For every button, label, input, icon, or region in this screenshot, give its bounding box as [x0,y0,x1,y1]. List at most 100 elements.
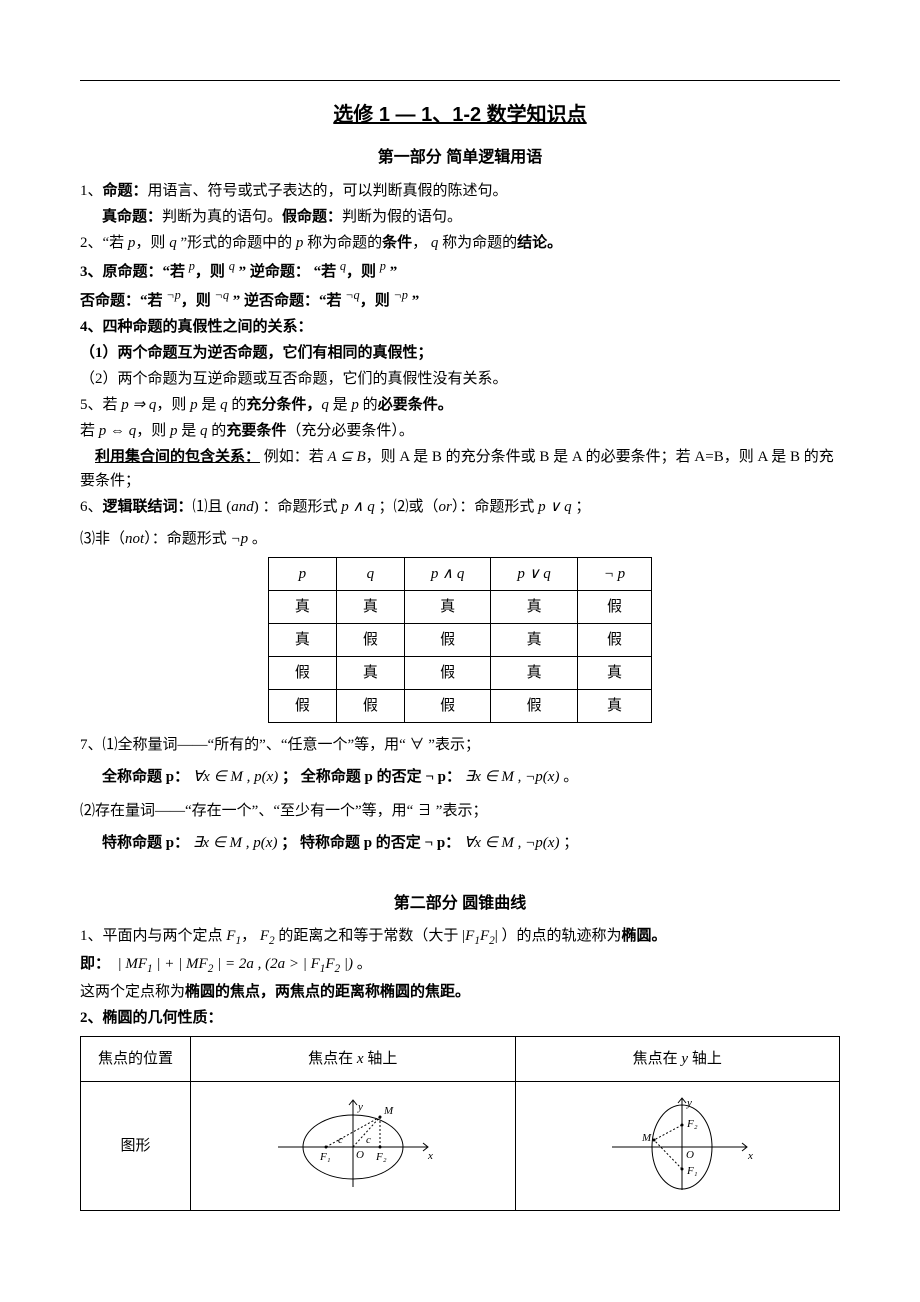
ellipse-on-x-figure: y x O F₁ F₂ M c c [191,1082,516,1211]
text: ， [241,928,260,944]
text: 的 [228,397,247,413]
term-connectives: 逻辑联结词： [103,499,193,515]
truth-table: p q p ∧ q p ∨ q ¬ p 真真真真假 真假假真假 假真假真真 假假… [268,557,652,723]
iff: p ⇔ q [99,423,137,439]
text: ⑶非（ [80,531,125,547]
cell: 真 [491,623,577,656]
cell: 真 [268,623,336,656]
term-necessary: 必要条件。 [378,397,453,413]
text: 的 [359,397,378,413]
document-title: 选修 1 — 1、1-2 数学知识点 [80,99,840,131]
section2-heading: 第二部分 圆锥曲线 [80,891,840,917]
F2: F2 [260,928,275,944]
not: ¬p [230,531,248,547]
row-label-figure: 图形 [81,1082,191,1211]
item-4: 4、四种命题的真假性之间的关系： [80,315,840,339]
svg-text:M: M [383,1105,394,1117]
lbl-existential-neg: ； 特称命题 p 的否定 ¬ p： [281,835,460,851]
text: ，则 [360,293,394,309]
item-7-3: ⑵存在量词——“存在一个”、“至少有一个”等，用“ ∃ ”表示； [80,799,840,823]
item-3-line2: 否命题：“若 ¬p，则 ¬q ” 逆否命题：“若 ¬q，则 ¬p ” [80,286,840,313]
term-false-prop: 假命题： [282,209,342,225]
item-7-1: 7、⑴全称量词——“所有的”、“任意一个”等，用“ ∀ ”表示； [80,733,840,757]
cell: 假 [491,689,577,722]
var-notq: ¬ [215,288,223,302]
var-p: p [351,397,359,413]
cell: 假 [404,656,490,689]
forall-neg: ∀x ∈ M , ¬p(x) [464,835,560,851]
text: 2、“若 [80,235,128,251]
text: ⑴且 ( [193,499,232,515]
item-4-1: （1）两个命题互为逆否命题，它们有相同的真假性； [80,341,840,365]
lbl-universal: 全称命题 p： [102,769,189,785]
var-p: p [170,423,178,439]
cell: 假 [577,623,651,656]
item-5-line3: 利用集合间的包含关系： 例如：若 A ⊆ B，则 A 是 B 的充分条件或 B … [80,445,840,493]
col-or: p ∨ q [491,557,577,590]
text: ” [408,293,419,309]
item-6-line1: 6、逻辑联结词：⑴且 (and) ：命题形式 p ∧ q ；⑵或（or）：命题形… [80,495,840,519]
text: 。 [357,956,372,972]
s2-item-2: 2、椭圆的几何性质： [80,1006,840,1030]
ellipse-x-icon: y x O F₁ F₂ M c c [268,1092,438,1200]
truth-row: 真假假真假 [268,623,651,656]
svg-text:c: c [338,1134,343,1146]
item-4-2: （2）两个命题为互逆命题或互否命题，它们的真假性没有关系。 [80,367,840,391]
text: 称为命题的 [438,235,517,251]
ellipse-on-y-figure: y x O F₂ F₁ M [515,1082,840,1211]
svg-text:F₂: F₂ [686,1118,698,1130]
item-5-line1: 5、若 p ⇒ q，则 p 是 q 的充分条件，q 是 p 的必要条件。 [80,393,840,417]
var-q: q [220,397,228,413]
text: ” [386,264,397,280]
cell: 假 [336,689,404,722]
svg-text:x: x [747,1150,753,1162]
col-and: p ∧ q [404,557,490,590]
cell: 假 [268,689,336,722]
var-q: q [169,235,177,251]
text: ，则 [156,397,190,413]
text: 即： [80,956,110,972]
svg-text:y: y [686,1097,692,1109]
cell: 真 [404,590,490,623]
cell: 真 [577,689,651,722]
truth-row: 真真真真假 [268,590,651,623]
svg-text:x: x [427,1150,433,1162]
cell: 真 [268,590,336,623]
subset: A ⊆ B [328,449,366,465]
text: ； [572,499,591,515]
text: ” 逆命题： “若 [235,264,340,280]
svg-text:c: c [366,1134,371,1146]
ellipse-row-focus: 焦点的位置 焦点在 x 轴上 焦点在 y 轴上 [81,1037,840,1082]
text: 判断为真的语句。 [162,209,282,225]
cell: 假 [336,623,404,656]
term-condition: 条件 [382,235,412,251]
forall-expr: ∀x ∈ M , p(x) [193,769,278,785]
text: （充分必要条件）。 [286,423,414,439]
text: 这两个定点称为 [80,984,185,1000]
svg-text:F₂: F₂ [375,1151,387,1163]
text: 否命题：“若 [80,293,166,309]
exists-expr: ∃x ∈ M , p(x) [193,835,278,851]
text: ，则 [195,264,229,280]
text: 。 [563,769,578,785]
term-set-include: 利用集合间的包含关系： [95,449,260,465]
text: ” 逆否命题：“若 [229,293,345,309]
col-q: q [336,557,404,590]
term-conclusion: 结论。 [517,235,562,251]
row-label-focus: 焦点的位置 [81,1037,191,1082]
cell: 假 [404,623,490,656]
svg-text:y: y [357,1101,363,1113]
cell: 真 [336,656,404,689]
ellipse-eq: | MF1 | + | MF2 | = 2a , (2a > | F1F2 |) [114,956,353,972]
F1: F1 [226,928,241,944]
term-proposition: 命题： [103,183,148,199]
item-5-line2: 若 p ⇔ q，则 p 是 q 的充要条件（充分必要条件）。 [80,419,840,443]
col-p: p [268,557,336,590]
svg-text:O: O [686,1149,694,1161]
cell: 真 [491,590,577,623]
text: ，则 [181,293,215,309]
var-q: q [321,397,329,413]
truth-header: p q p ∧ q p ∨ q ¬ p [268,557,651,590]
item-3-line1: 3、原命题：“若 p，则 q ” 逆命题： “若 q，则 p ” [80,257,840,284]
term-ellipse: 椭圆。 [622,928,667,944]
